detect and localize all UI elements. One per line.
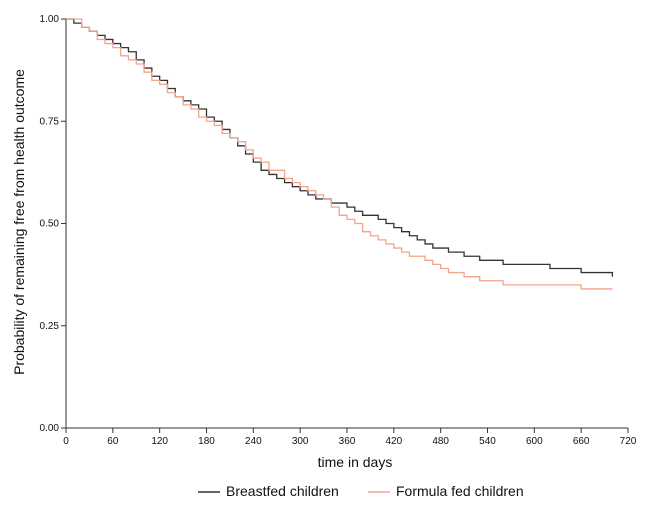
- axes: 0 60 120 180 240 300 360 420 480 540 600 660 720 0.00…: [40, 14, 637, 447]
- legend: Breastfed children Formula fed children: [198, 483, 524, 499]
- y-tick-label: 0.00: [40, 423, 60, 434]
- y-tick-label: 0.25: [40, 321, 60, 332]
- x-tick-label: 540: [479, 436, 496, 447]
- legend-label: Formula fed children: [396, 483, 524, 499]
- series-line-breastfed: [66, 18, 614, 277]
- series-line-formula-fed: [66, 18, 613, 290]
- y-axis-label: Probability of remaining free from healt…: [11, 69, 27, 375]
- legend-label: Breastfed children: [226, 483, 339, 499]
- y-tick-label: 1.00: [40, 14, 60, 25]
- x-tick-label: 600: [526, 436, 543, 447]
- x-tick-label: 660: [573, 436, 590, 447]
- y-tick-label: 0.50: [40, 219, 60, 230]
- x-tick-label: 240: [245, 436, 262, 447]
- x-tick-label: 120: [151, 436, 168, 447]
- x-tick-label: 480: [432, 436, 449, 447]
- series-lines: [66, 18, 614, 290]
- x-axis-label: time in days: [318, 454, 393, 470]
- x-tick-label: 300: [292, 436, 309, 447]
- x-tick-label: 180: [198, 436, 215, 447]
- x-tick-label: 420: [385, 436, 402, 447]
- x-tick-label: 720: [620, 436, 637, 447]
- y-tick-label: 0.75: [40, 116, 60, 127]
- x-tick-label: 0: [63, 436, 69, 447]
- x-tick-label: 60: [107, 436, 119, 447]
- x-tick-label: 360: [339, 436, 356, 447]
